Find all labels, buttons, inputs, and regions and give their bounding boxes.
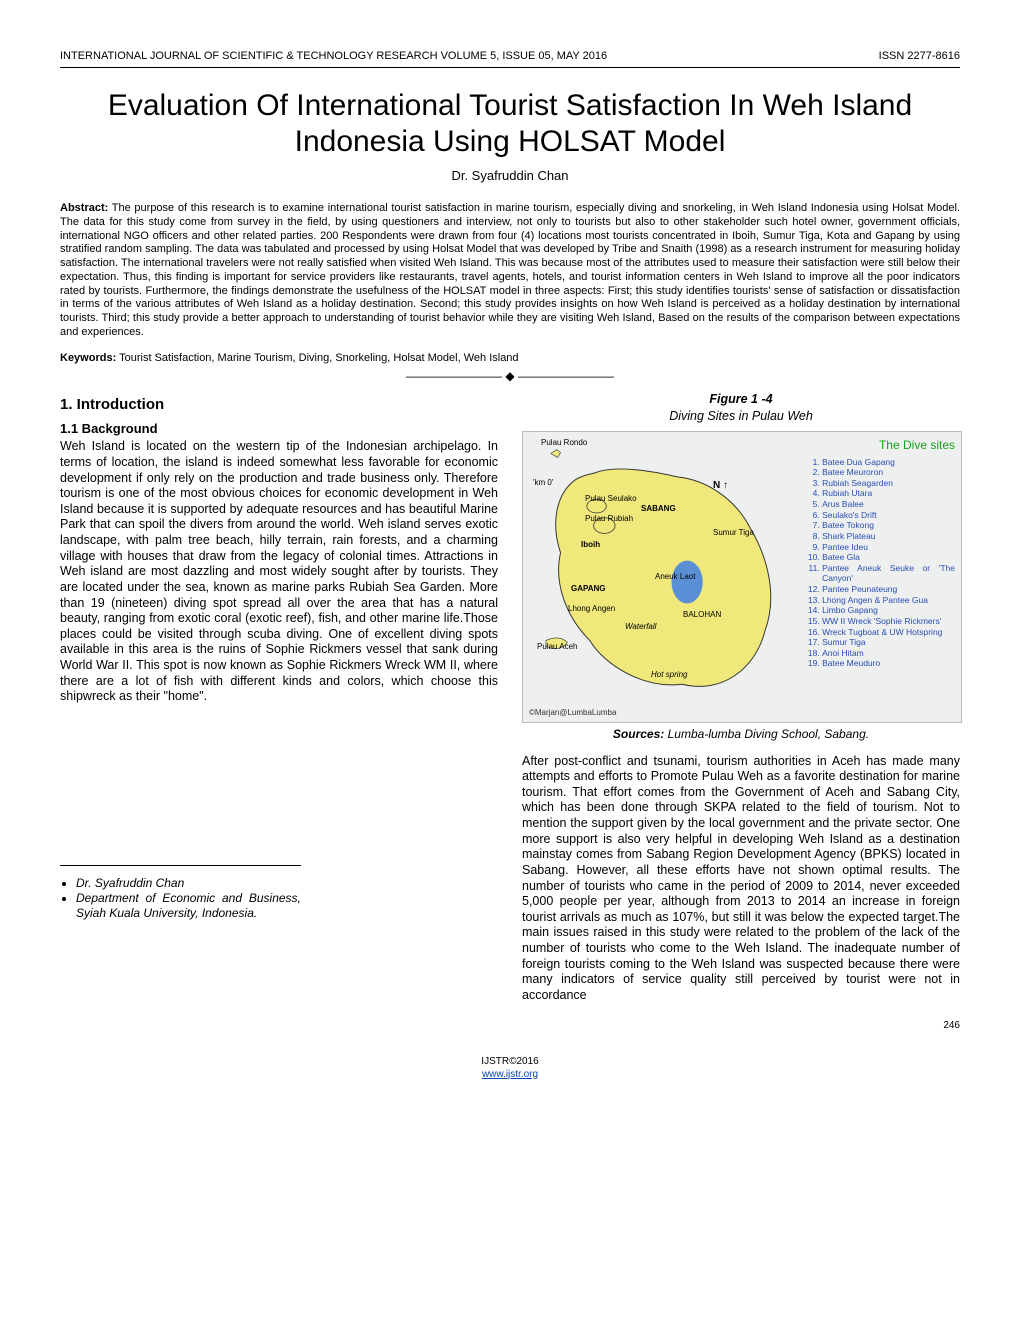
figure-sources: Sources: Lumba-lumba Diving School, Saba…: [522, 727, 960, 742]
journal-name: INTERNATIONAL JOURNAL OF SCIENTIFIC & TE…: [60, 50, 607, 64]
section-heading: 1. Introduction: [60, 396, 498, 415]
dive-sites-list: Batee Dua GapangBatee MeuroronRubiah Sea…: [806, 457, 955, 670]
map-label: BALOHAN: [683, 610, 721, 620]
affil-dept: Department of Economic and Business, Syi…: [76, 891, 301, 921]
two-column-body: 1. Introduction 1.1 Background Weh Islan…: [60, 392, 960, 1009]
dive-sites-legend: The Dive sites Batee Dua GapangBatee Meu…: [806, 438, 955, 670]
sources-label: Sources:: [613, 727, 664, 741]
map-label: Lhong Angen: [568, 604, 615, 614]
map-label: Pulau Seulako: [585, 494, 637, 504]
abstract-label: Abstract:: [60, 202, 108, 214]
map-label: Pulau Rondo: [541, 438, 587, 448]
section-divider: ———————— ◆ ————————: [60, 369, 960, 384]
dive-site-item: Lhong Angen & Pantee Gua: [822, 595, 955, 606]
affil-name: Dr. Syafruddin Chan: [76, 876, 301, 891]
dive-site-item: WW II Wreck 'Sophie Rickmers': [822, 616, 955, 627]
abstract-text: The purpose of this research is to exami…: [60, 202, 960, 338]
running-header: INTERNATIONAL JOURNAL OF SCIENTIFIC & TE…: [60, 50, 960, 68]
dive-site-item: Shark Plateau: [822, 531, 955, 542]
body-paragraph: Weh Island is located on the western tip…: [60, 439, 498, 705]
dive-site-item: Anoi Hitam: [822, 648, 955, 659]
copyright: IJSTR©2016: [60, 1056, 960, 1069]
dive-site-item: Batee Meuduro: [822, 658, 955, 669]
keywords-block: Keywords: Tourist Satisfaction, Marine T…: [60, 352, 960, 366]
map-label: Iboih: [581, 540, 600, 550]
map-label: Hot spring: [651, 670, 687, 680]
footer-url-link[interactable]: www.ijstr.org: [482, 1069, 538, 1080]
dive-site-item: Batee Tokong: [822, 520, 955, 531]
sources-text: Lumba-lumba Diving School, Sabang.: [668, 727, 869, 741]
dive-site-item: Pantee Ideu: [822, 542, 955, 553]
dive-site-item: Rubiah Utara: [822, 488, 955, 499]
map-label: SABANG: [641, 504, 676, 514]
subsection-heading: 1.1 Background: [60, 421, 498, 437]
map-label: Pulau Aceh: [537, 642, 577, 652]
lake-shape: [672, 560, 703, 603]
map-label: Waterfall: [625, 622, 656, 632]
dive-site-item: Batee Dua Gapang: [822, 457, 955, 468]
dive-site-item: Batee Meuroron: [822, 467, 955, 478]
compass-icon: N ↑: [713, 480, 728, 493]
paper-title: Evaluation Of International Tourist Sati…: [100, 88, 920, 160]
dive-sites-header: The Dive sites: [806, 438, 955, 453]
dive-site-item: Wreck Tugboat & UW Hotspring: [822, 627, 955, 638]
dive-site-item: Limbo Gapang: [822, 605, 955, 616]
figure-title: Figure 1 -4: [522, 392, 960, 408]
map-label: Sumur Tiga: [713, 528, 754, 538]
map-label: Pulau Rubiah: [585, 514, 633, 524]
left-column: 1. Introduction 1.1 Background Weh Islan…: [60, 392, 498, 1009]
page-number: 246: [60, 1020, 960, 1033]
keywords-text: Tourist Satisfaction, Marine Tourism, Di…: [119, 352, 518, 364]
dive-site-item: Rubiah Seagarden: [822, 478, 955, 489]
dive-site-item: Seulako's Drift: [822, 510, 955, 521]
map-label: Aneuk Laot: [655, 572, 695, 582]
body-paragraph: After post-conflict and tsunami, tourism…: [522, 754, 960, 1004]
keywords-label: Keywords:: [60, 352, 116, 364]
dive-site-item: Batee Gla: [822, 552, 955, 563]
page-footer: IJSTR©2016 www.ijstr.org: [60, 1056, 960, 1081]
map-label: GAPANG: [571, 584, 606, 594]
map-figure: Pulau Rondo 'km 0' Pulau Seulako Pulau R…: [522, 431, 962, 723]
figure-subtitle: Diving Sites in Pulau Weh: [522, 409, 960, 425]
map-credit: ©Marjan@LumbaLumba: [529, 708, 616, 718]
issn: ISSN 2277-8616: [879, 50, 960, 64]
author-name: Dr. Syafruddin Chan: [60, 168, 960, 184]
dive-site-item: Pantee Peunateung: [822, 584, 955, 595]
islet-rondo: [551, 449, 561, 457]
map-label: 'km 0': [533, 478, 553, 488]
dive-site-item: Arus Balee: [822, 499, 955, 510]
right-column: Figure 1 -4 Diving Sites in Pulau Weh Pu…: [522, 392, 960, 1009]
abstract-block: Abstract: The purpose of this research i…: [60, 202, 960, 340]
affiliation-block: Dr. Syafruddin Chan Department of Econom…: [60, 865, 301, 921]
dive-site-item: Pantee Aneuk Seuke or 'The Canyon': [822, 563, 955, 584]
dive-site-item: Sumur Tiga: [822, 637, 955, 648]
